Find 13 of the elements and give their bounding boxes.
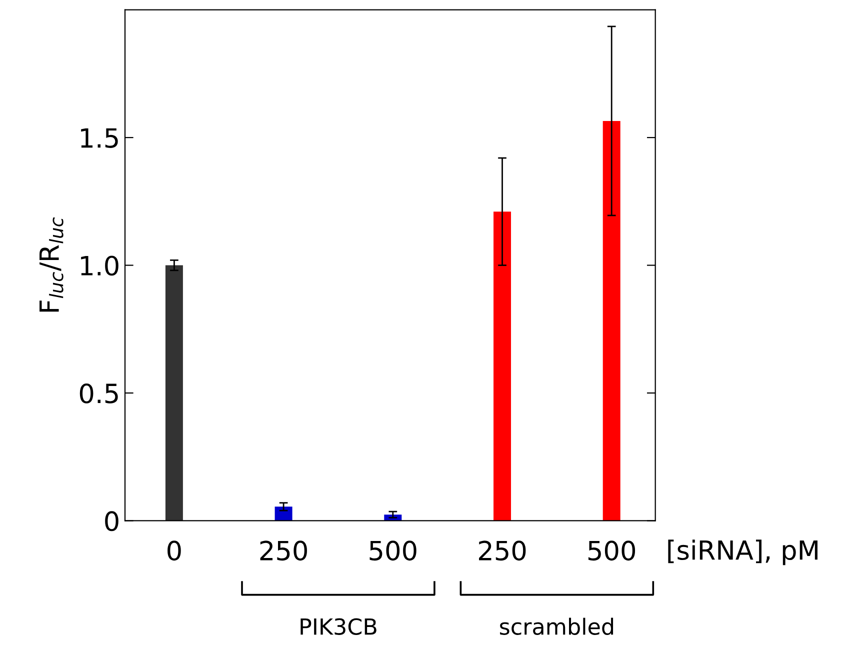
text: scrambled bbox=[500, 618, 614, 635]
x-tick-label: 500 bbox=[588, 540, 636, 561]
y-tick-label: 1.5 bbox=[81, 128, 118, 148]
x-tick-label: 250 bbox=[260, 540, 307, 561]
y-tick-label: 0.5 bbox=[80, 383, 118, 404]
text: PIK3CB bbox=[300, 618, 376, 635]
x-axis-title: [siRNA], pM bbox=[668, 540, 818, 566]
x-tick-label: 0 bbox=[168, 540, 181, 561]
y-tick-label: 1.0 bbox=[81, 256, 118, 276]
x-tick-label: 500 bbox=[370, 540, 416, 561]
x-tick-label: 250 bbox=[479, 540, 526, 561]
y-tick-label: 0 bbox=[105, 511, 118, 532]
y-axis-title: F$_{luc}$/R$_{luc}$ bbox=[40, 217, 64, 312]
